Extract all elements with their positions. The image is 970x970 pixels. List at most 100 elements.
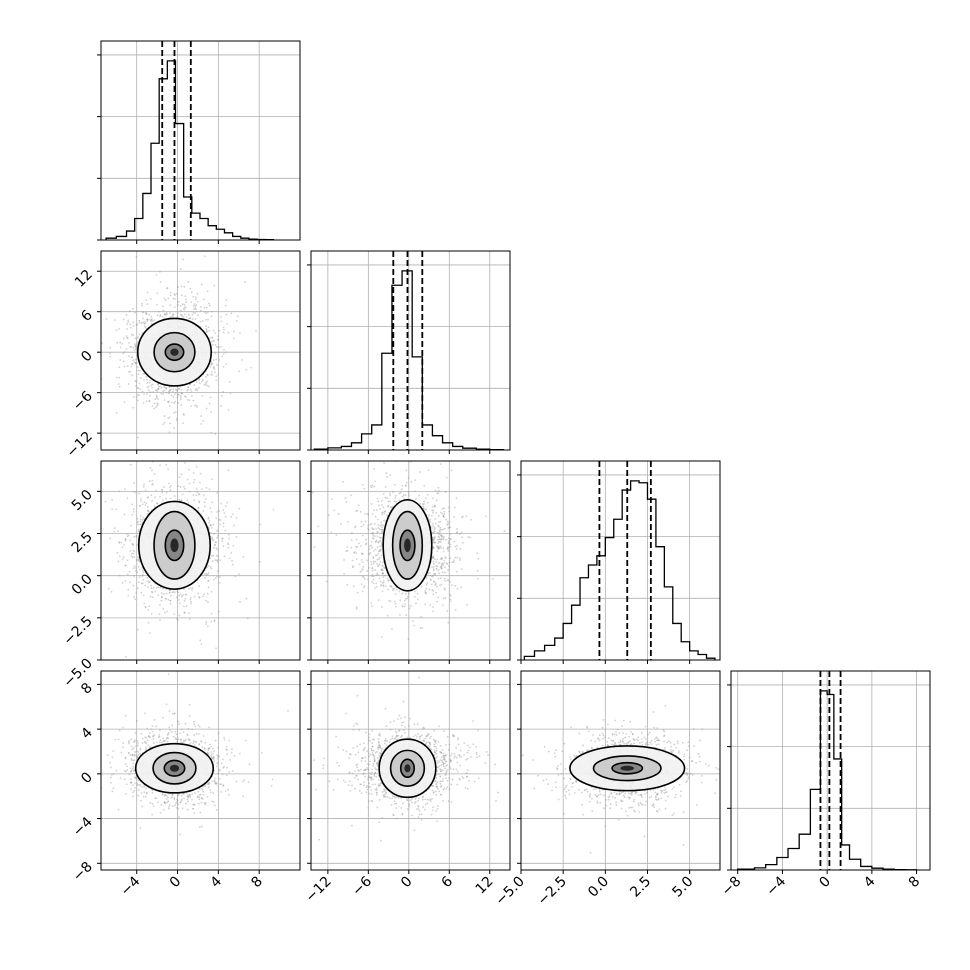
scatter-point [387,588,389,591]
scatter-point [145,312,148,315]
scatter-point [198,379,200,382]
scatter-point [133,550,136,553]
scatter-point [157,403,159,406]
scatter-point [221,540,224,542]
scatter-point [95,374,97,376]
scatter-point [138,333,141,336]
scatter-point [206,751,209,754]
scatter-point [433,572,436,575]
scatter-point [150,319,153,322]
scatter-point [218,346,220,349]
scatter-point [134,569,137,572]
scatter-point [224,515,227,518]
scatter-point [214,541,217,544]
scatter-point [167,673,170,676]
scatter-point [212,339,215,342]
scatter-point [173,393,176,396]
scatter-point [159,604,161,606]
scatter-point [150,612,153,615]
scatter-point [137,556,140,559]
scatter-point [414,479,417,482]
scatter-point [173,306,176,309]
scatter-point [168,405,171,408]
scatter-point [440,557,443,559]
scatter-point [151,802,154,805]
scatter-point [372,534,375,537]
scatter-point [192,399,195,402]
scatter-point [183,308,186,311]
contour-line-0 [164,343,185,362]
scatter-point [180,294,183,297]
scatter-point [359,510,362,513]
scatter-point [398,590,401,593]
scatter-point [429,579,432,582]
scatter-point [212,554,215,557]
scatter-point [401,605,404,608]
scatter-point [208,519,211,522]
scatter-point [135,396,138,399]
scatter-point [175,617,178,620]
scatter-point [444,556,447,559]
scatter-point [441,562,444,565]
scatter-point [429,578,432,581]
histogram-step-line [523,480,716,660]
scatter-point [169,594,172,597]
scatter-point [210,612,213,615]
scatter-point [357,504,360,507]
scatter-point [138,528,140,531]
scatter-point [197,314,200,317]
scatter-point [129,463,132,466]
scatter-point [109,352,111,355]
scatter-point [355,545,358,548]
scatter-point [216,559,219,561]
scatter-point [435,591,438,594]
scatter-point [503,530,506,532]
scatter-point [131,374,133,377]
scatter-point [210,524,212,527]
scatter-point [206,380,208,383]
scatter-point [187,314,190,316]
scatter-point [441,604,444,607]
scatter-point [443,559,446,562]
scatter-point [225,351,227,354]
scatter-point [187,795,190,798]
scatter-point [134,311,136,314]
scatter-point [179,593,182,596]
scatter-point [118,490,121,493]
scatter-point [179,486,182,488]
x-tick-label: 4 [861,873,879,891]
scatter-point [452,561,455,563]
scatter-point [126,337,129,340]
scatter-point [150,587,153,589]
scatter-point [182,485,185,488]
scatter-point [380,531,383,534]
scatter-point [376,558,379,561]
scatter-point [179,732,181,735]
scatter-point [370,540,373,543]
scatter-point [440,535,443,538]
scatter-point [146,505,149,508]
scatter-point [200,415,202,417]
scatter-point [147,510,150,513]
scatter-point [375,539,378,542]
scatter-point [169,312,171,315]
scatter-point [434,582,437,585]
scatter-point [367,513,370,516]
scatter-point [236,315,239,318]
scatter-point [449,538,452,541]
scatter-point [448,565,450,568]
scatter-point [376,554,378,557]
scatter-point [141,302,144,305]
scatter-point [140,500,142,502]
scatter-point [180,499,183,502]
scatter-point [165,737,168,740]
scatter-point [163,386,166,388]
scatter-point [311,491,314,494]
scatter-point [196,292,199,295]
scatter-point [391,505,394,508]
scatter-point [211,536,214,539]
scatter-point [157,387,160,390]
scatter-point [395,588,398,591]
scatter-point [440,541,442,543]
scatter-point [182,731,185,733]
